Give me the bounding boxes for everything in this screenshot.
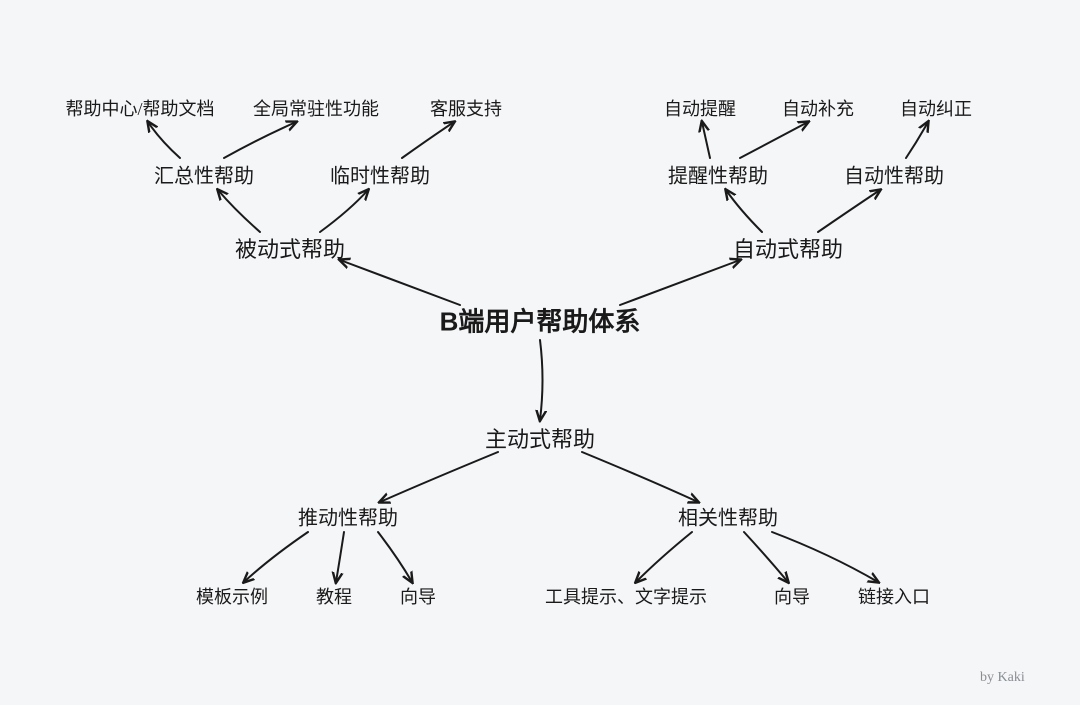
diagram-node-r_rem: 提醒性帮助 [668, 160, 768, 189]
diagram-node-root: B端用户帮助体系 [440, 302, 641, 339]
edge-b_rel-br3 [772, 532, 878, 582]
edge-root-hubL [340, 260, 460, 305]
diagram-node-bl2: 教程 [316, 583, 352, 609]
diagram-node-lr2: 自动补充 [782, 95, 854, 121]
edge-b_push-bl3 [378, 532, 412, 582]
diagram-node-r_auto: 自动性帮助 [844, 160, 944, 189]
edge-b_push-bl1 [244, 532, 308, 582]
edge-hubB-b_push [380, 452, 498, 502]
edge-root-hubR [620, 260, 740, 305]
edge-r_rem-lr2 [740, 122, 808, 158]
edge-hubR-r_rem [726, 190, 762, 232]
edge-r_auto-lr3 [906, 122, 928, 158]
edge-hubR-r_auto [818, 190, 880, 232]
edge-root-hubB [540, 340, 543, 420]
diagram-node-bl1: 模板示例 [196, 583, 268, 609]
edge-hubL-l_sum [218, 190, 260, 232]
edge-hubL-l_tmp [320, 190, 368, 232]
diagram-node-b_rel: 相关性帮助 [678, 502, 778, 531]
diagram-node-lr1: 自动提醒 [664, 95, 736, 121]
edge-r_rem-lr1 [702, 122, 710, 158]
edge-l_tmp-ll3 [402, 122, 454, 158]
diagram-node-br1: 工具提示、文字提示 [545, 583, 707, 609]
diagram-node-br2: 向导 [774, 583, 810, 609]
diagram-node-l_sum: 汇总性帮助 [154, 160, 254, 189]
edge-b_rel-br2 [744, 532, 788, 582]
edge-b_rel-br1 [636, 532, 692, 582]
diagram-node-hubL: 被动式帮助 [235, 232, 345, 264]
diagram-node-bl3: 向导 [400, 583, 436, 609]
diagram-credit: by Kaki [980, 670, 1025, 686]
diagram-node-ll3: 客服支持 [430, 95, 502, 121]
diagram-node-hubR: 自动式帮助 [733, 232, 843, 264]
diagram-node-hubB: 主动式帮助 [485, 422, 595, 454]
diagram-node-b_push: 推动性帮助 [298, 502, 398, 531]
edge-hubB-b_rel [582, 452, 698, 502]
diagram-node-ll1: 帮助中心/帮助文档 [65, 95, 214, 121]
diagram-node-lr3: 自动纠正 [900, 95, 972, 121]
diagram-node-br3: 链接入口 [858, 583, 930, 609]
edge-b_push-bl2 [336, 532, 344, 582]
edge-l_sum-ll2 [224, 122, 296, 158]
diagram-node-l_tmp: 临时性帮助 [330, 160, 430, 189]
diagram-node-ll2: 全局常驻性功能 [253, 95, 379, 121]
edge-l_sum-ll1 [148, 122, 180, 158]
